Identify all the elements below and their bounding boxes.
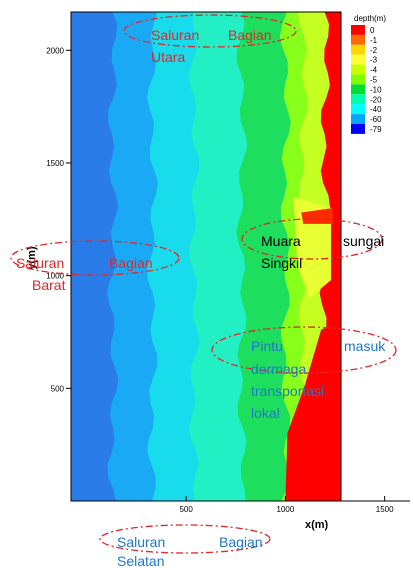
depth-band-minus79 <box>71 12 119 501</box>
coastline-land <box>285 320 341 501</box>
legend-swatch <box>351 104 365 115</box>
south-word1: Saluran <box>117 534 165 550</box>
annotation-dock: Pintu masuk dermaga transportasi lokal <box>251 338 386 421</box>
legend-swatch <box>351 54 365 65</box>
dock-line3: transportasi <box>251 383 324 399</box>
west-line2: Barat <box>32 277 66 293</box>
ellipse-south <box>99 524 271 554</box>
legend-swatch <box>351 74 365 85</box>
y-axis-label: y(m) <box>26 246 38 270</box>
legend-swatch <box>351 124 365 134</box>
y-tick-label: 2000 <box>46 46 64 55</box>
ellipse-estuary <box>241 218 383 260</box>
north-word1: Saluran <box>151 27 199 43</box>
annotation-north: Saluran Bagian Utara <box>151 27 272 65</box>
x-tick-label: 1000 <box>277 505 295 514</box>
legend-label: -2 <box>370 46 378 55</box>
legend-swatch <box>351 25 365 35</box>
legend-swatch <box>351 114 365 124</box>
y-tick-label: 500 <box>51 384 65 393</box>
estuary-word2: sungai <box>343 233 384 249</box>
dock-word1: Pintu <box>251 338 283 354</box>
y-tick-label: 1000 <box>46 272 64 281</box>
legend-label: -60 <box>370 115 382 124</box>
x-axis-label: x(m) <box>305 519 329 531</box>
legend-label: -3 <box>370 56 378 65</box>
annotation-estuary: Muara sungai Singkil <box>261 233 384 271</box>
estuary-line2: Singkil <box>261 255 302 271</box>
west-word2: Bagian <box>109 255 153 271</box>
west-word1: Saluran <box>16 255 64 271</box>
legend-swatch <box>351 64 365 75</box>
legend-label: -40 <box>370 105 382 114</box>
ellipse-west <box>10 240 180 276</box>
annotation-west: Saluran Bagian Barat <box>16 255 153 293</box>
legend-label: -79 <box>370 125 382 134</box>
x-tick-label: 500 <box>179 505 193 514</box>
dock-word2: masuk <box>344 338 386 354</box>
south-word2: Bagian <box>219 534 263 550</box>
annotation-ellipses <box>10 14 397 554</box>
north-word2: Bagian <box>228 27 272 43</box>
dock-line4: lokal <box>251 405 280 421</box>
estuary-word1: Muara <box>261 233 301 249</box>
ellipse-north <box>123 14 297 48</box>
x-tick-label: 1500 <box>376 505 394 514</box>
north-line2: Utara <box>151 49 185 65</box>
south-line2: Selatan <box>117 553 164 568</box>
legend-title: depth(m) <box>354 14 386 23</box>
legend-label: -4 <box>370 66 378 75</box>
ellipse-dock <box>211 326 397 374</box>
legend-swatch <box>351 34 365 45</box>
legend-label: -20 <box>370 95 382 104</box>
legend-label: -5 <box>370 76 378 85</box>
depth-bands <box>71 12 341 501</box>
legend-label: -10 <box>370 85 382 94</box>
legend-label: -1 <box>370 36 378 45</box>
y-tick-label: 1500 <box>46 159 64 168</box>
dock-line2: dermaga <box>251 361 306 377</box>
legend-label: 0 <box>370 26 375 35</box>
legend-swatch <box>351 84 365 95</box>
y-axis-ticks: 2000 1500 1000 500 <box>46 46 71 393</box>
depth-legend: depth(m) 0-1-2-3-4-5-10-20-40-60-79 <box>351 14 386 134</box>
annotation-south: Saluran Bagian Selatan <box>117 534 263 568</box>
legend-swatch <box>351 94 365 105</box>
legend-swatch <box>351 44 365 55</box>
x-axis-ticks: 500 1000 1500 <box>179 496 394 514</box>
